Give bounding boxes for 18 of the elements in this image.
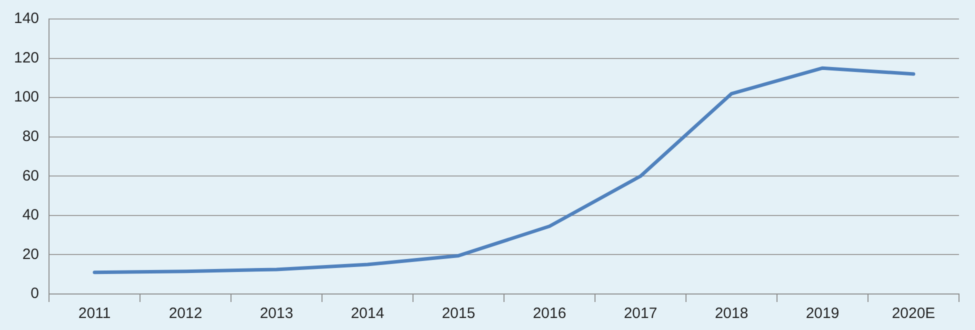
x-tick-label: 2011 bbox=[78, 305, 111, 322]
x-tick-label: 2015 bbox=[442, 305, 476, 322]
y-tick-label: 40 bbox=[22, 206, 40, 224]
x-tick-label: 2012 bbox=[168, 305, 202, 322]
y-tick-label: 100 bbox=[14, 88, 40, 106]
y-tick-label: 140 bbox=[14, 10, 40, 28]
x-tick-label: 2019 bbox=[806, 305, 840, 322]
x-tick-label: 2017 bbox=[624, 305, 658, 322]
y-tick-label: 60 bbox=[22, 167, 40, 184]
y-tick-label: 0 bbox=[30, 285, 40, 302]
y-tick-label: 80 bbox=[22, 128, 40, 145]
x-tick-label: 2018 bbox=[714, 305, 748, 322]
x-tick-label: 2016 bbox=[532, 305, 566, 322]
y-tick-label: 120 bbox=[14, 49, 40, 66]
x-tick-label: 2013 bbox=[260, 305, 294, 322]
y-tick-label: 20 bbox=[22, 246, 40, 263]
x-tick-label: 2014 bbox=[350, 305, 384, 322]
x-tick-label: 2020E bbox=[892, 305, 936, 322]
